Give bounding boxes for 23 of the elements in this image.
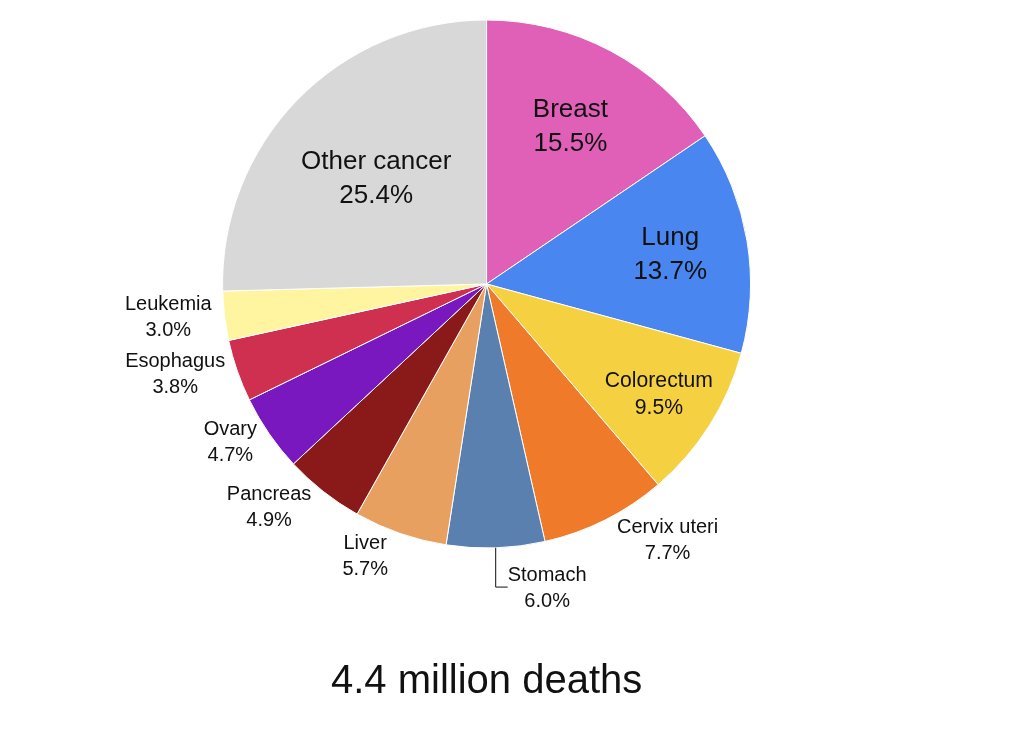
data-label: 25.4%	[339, 178, 414, 209]
slice-label: Colorectum	[604, 367, 713, 391]
slice-label: Ovary	[203, 417, 257, 440]
data-label: 3.8%	[152, 375, 199, 398]
slice-label: Esophagus	[125, 349, 226, 372]
data-label: 5.7%	[342, 556, 389, 579]
data-label: 9.5%	[634, 395, 684, 419]
data-label: 4.7%	[207, 443, 254, 466]
data-label: 3.0%	[145, 318, 192, 341]
data-label: 4.9%	[246, 508, 293, 531]
slice-label: Leukemia	[124, 292, 213, 315]
slice-label: Liver	[343, 530, 388, 553]
slice-label: Breast	[532, 93, 609, 124]
data-label: 6.0%	[524, 589, 571, 612]
slice-label: Stomach	[507, 563, 587, 586]
slice-label: Other cancer	[301, 144, 452, 175]
data-label: 7.7%	[644, 541, 691, 564]
data-label: 13.7%	[633, 255, 708, 286]
slice-label: Pancreas	[226, 482, 312, 505]
slice-label: Cervix uteri	[617, 515, 719, 538]
data-label: 15.5%	[533, 127, 608, 158]
slice-label: Lung	[641, 221, 700, 252]
text: 4.4 million deaths	[331, 657, 643, 701]
